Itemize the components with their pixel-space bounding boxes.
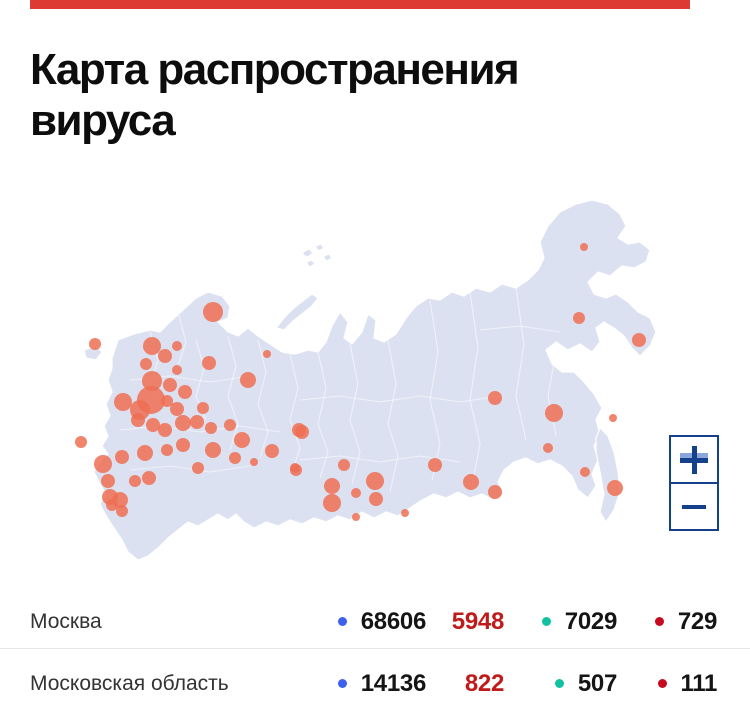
virus-case-dot (131, 413, 145, 427)
virus-case-dot (106, 499, 118, 511)
virus-case-dot (197, 402, 209, 414)
virus-case-dot (290, 464, 302, 476)
region-stats-table: Москва 68606 5948 7029 729 Московская об… (0, 595, 750, 708)
virus-case-dot (161, 395, 173, 407)
virus-case-dot (352, 513, 360, 521)
plus-icon (679, 445, 709, 475)
deaths-dot-icon (657, 679, 667, 688)
deaths-count: 111 (680, 669, 718, 697)
virus-case-dot (366, 472, 384, 490)
header-accent-bar (30, 0, 690, 9)
case-bubble-layer (75, 243, 646, 521)
virus-case-dot (488, 485, 502, 499)
arctic-islets (302, 243, 333, 268)
novaya-zemlya-island (275, 293, 319, 331)
virus-case-dot (205, 442, 221, 458)
russia-mainland-shape (93, 199, 657, 561)
virus-case-dot (351, 488, 361, 498)
virus-case-dot (580, 243, 588, 251)
virus-case-dot (101, 474, 115, 488)
virus-case-dot (176, 438, 190, 452)
confirmed-count: 14136 (360, 669, 427, 697)
virus-case-dot (89, 338, 101, 350)
virus-case-dot (580, 467, 590, 477)
recovered-dot-icon (541, 617, 551, 626)
virus-case-dot (158, 423, 172, 437)
virus-case-dot (224, 419, 236, 431)
virus-case-dot (250, 458, 258, 466)
region-name: Москва (30, 609, 102, 633)
virus-case-dot (205, 422, 217, 434)
virus-case-dot (129, 475, 141, 487)
virus-case-dot (488, 391, 502, 405)
virus-case-dot (158, 349, 172, 363)
virus-case-dot (202, 356, 216, 370)
virus-case-dot (75, 436, 87, 448)
confirmed-dot-icon (337, 679, 347, 688)
virus-case-dot (573, 312, 585, 324)
virus-case-dot (338, 459, 350, 471)
virus-case-dot (172, 365, 182, 375)
virus-case-dot (190, 415, 204, 429)
virus-case-dot (203, 302, 223, 322)
region-name: Московская область (30, 671, 229, 695)
virus-case-dot (609, 414, 617, 422)
recovered-count: 507 (577, 669, 617, 697)
virus-case-dot (114, 393, 132, 411)
confirmed-dot-icon (337, 617, 347, 626)
recovered-dot-icon (554, 679, 564, 688)
virus-case-dot (178, 385, 192, 399)
virus-case-dot (116, 505, 128, 517)
virus-case-dot (401, 509, 409, 517)
virus-map-canvas[interactable] (60, 190, 680, 570)
virus-case-dot (265, 444, 279, 458)
sakhalin-island (595, 427, 621, 523)
recovered-count: 7029 (564, 607, 618, 635)
page-title: Карта распространения вируса (30, 45, 520, 145)
virus-case-dot (143, 337, 161, 355)
confirmed-count: 68606 (360, 607, 427, 635)
virus-case-dot (324, 478, 340, 494)
virus-case-dot (428, 458, 442, 472)
russia-map (75, 199, 657, 561)
virus-case-dot (369, 492, 383, 506)
map-zoom-controls (669, 435, 719, 531)
virus-case-dot (142, 371, 162, 391)
virus-case-dot (240, 372, 256, 388)
virus-case-dot (463, 474, 479, 490)
virus-case-dot (175, 415, 191, 431)
virus-case-dot (137, 445, 153, 461)
virus-case-dot (163, 378, 177, 392)
virus-case-dot (295, 425, 309, 439)
virus-case-dot (115, 450, 129, 464)
virus-case-dot (543, 443, 553, 453)
table-row-moscow[interactable]: Москва 68606 5948 7029 729 (0, 595, 750, 648)
virus-case-dot (192, 462, 204, 474)
virus-case-dot (94, 455, 112, 473)
virus-case-dot (234, 432, 250, 448)
virus-case-dot (229, 452, 241, 464)
virus-case-dot (323, 494, 341, 512)
virus-case-dot (146, 418, 160, 432)
virus-case-dot (263, 350, 271, 358)
region-borders (119, 287, 561, 493)
minus-icon (682, 504, 706, 509)
virus-case-dot (142, 471, 156, 485)
virus-case-dot (140, 358, 152, 370)
virus-case-dot (170, 402, 184, 416)
virus-case-dot (607, 480, 623, 496)
new-cases-count: 5948 (451, 607, 505, 635)
zoom-out-button[interactable] (669, 482, 719, 531)
virus-case-dot (545, 404, 563, 422)
virus-case-dot (632, 333, 646, 347)
new-cases-count: 822 (464, 669, 504, 697)
deaths-dot-icon (654, 617, 664, 626)
deaths-count: 729 (677, 607, 717, 635)
table-row-moscow-oblast[interactable]: Московская область 14136 822 507 111 (0, 648, 750, 708)
virus-case-dot (172, 341, 182, 351)
zoom-in-button[interactable] (669, 435, 719, 484)
virus-case-dot (161, 444, 173, 456)
